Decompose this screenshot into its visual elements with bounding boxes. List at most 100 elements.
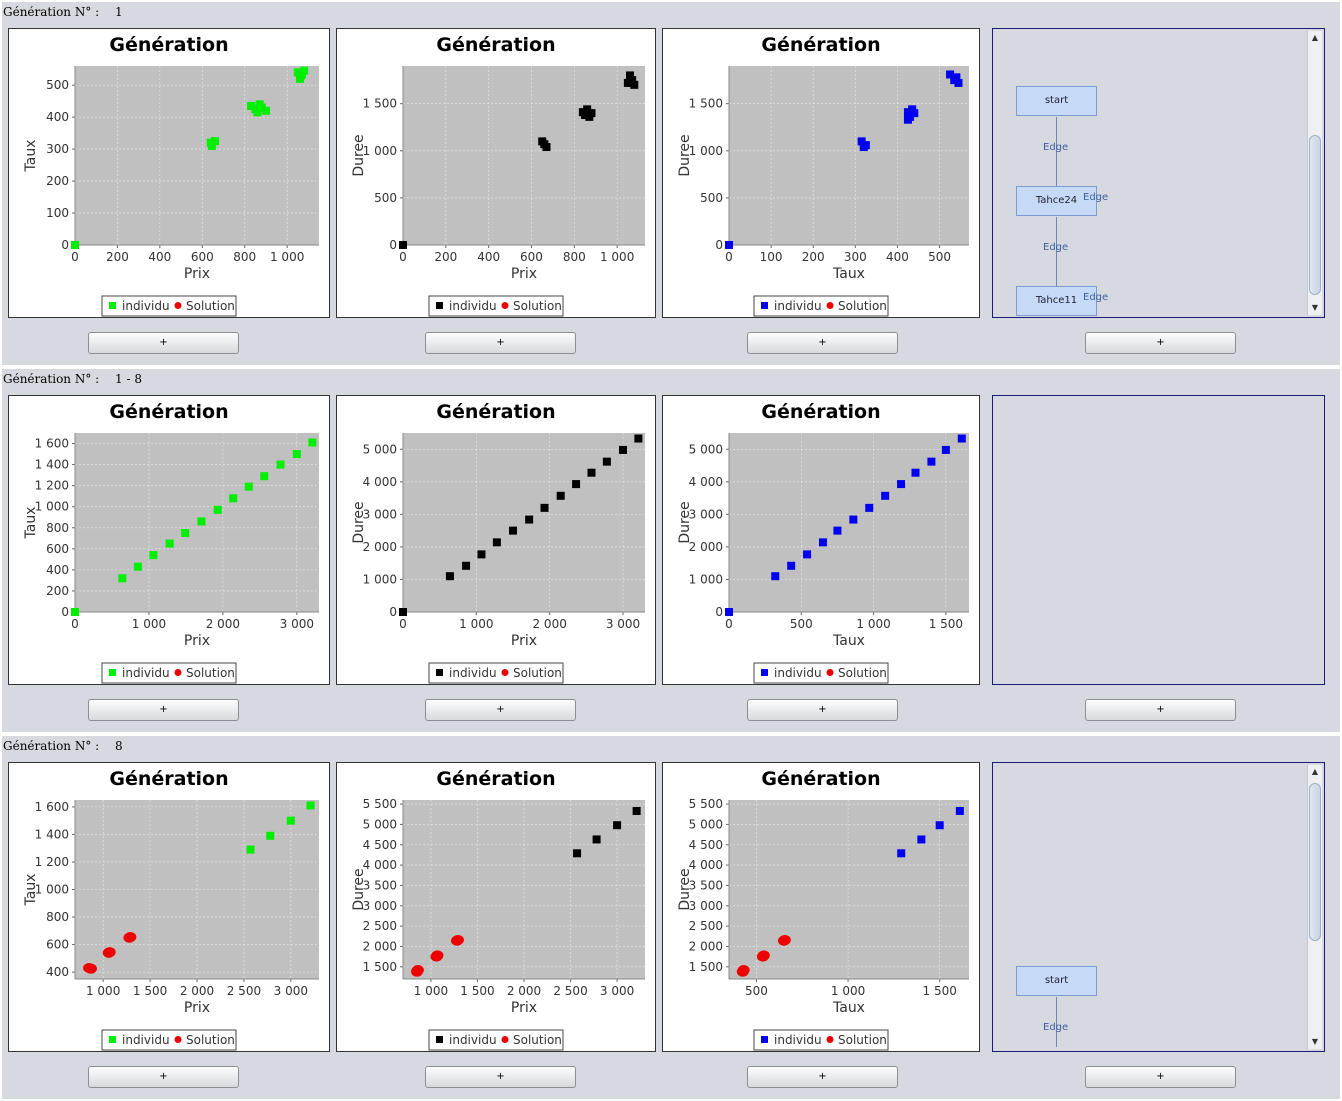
scroll-thumb[interactable] (1309, 135, 1321, 295)
x-tick-label: 100 (760, 250, 783, 264)
y-tick-label: 1 000 (35, 500, 69, 514)
y-tick-label: 0 (61, 605, 69, 619)
individu-point (903, 115, 912, 124)
individu-point (399, 608, 407, 616)
individu-point (118, 574, 127, 583)
y-tick-label: 2 000 (363, 540, 397, 554)
chart-prix-taux: Génération 1 000 1 500 2 000 2 500 3 000 400 60… (8, 762, 330, 1052)
y-tick-label: 100 (46, 206, 69, 220)
individu-point (619, 445, 627, 454)
individu-point (927, 457, 936, 466)
workflow-graph-panel[interactable]: start Edge Tahce24 Edge Edge Tahce11 Edg… (992, 28, 1325, 318)
workflow-graph-panel[interactable]: start Edge ▲ ▼ (992, 762, 1325, 1052)
y-axis-label: Duree (351, 134, 367, 176)
add-button[interactable]: + (88, 332, 239, 354)
y-tick-label: 5 000 (363, 442, 397, 456)
add-button[interactable]: + (425, 1066, 576, 1088)
x-tick-label: 400 (477, 250, 500, 264)
y-tick-label: 2 500 (689, 919, 723, 933)
y-tick-label: 1 400 (35, 827, 69, 841)
add-button[interactable]: + (88, 1066, 239, 1088)
y-tick-label: 2 000 (363, 939, 397, 953)
chart-svg: Génération 0 1 000 2 000 3 000 0 200 400 600 800 1… (23, 401, 319, 684)
add-button[interactable]: + (747, 1066, 898, 1088)
add-button[interactable]: + (425, 332, 576, 354)
individu-point (911, 468, 920, 477)
scroll-up-arrow-icon[interactable]: ▲ (1311, 767, 1319, 776)
scroll-up-arrow-icon[interactable]: ▲ (1311, 33, 1319, 42)
generation-row-1: Génération N° :1 Génération 0 200 400 600 800… (2, 2, 1340, 365)
individu-point (865, 503, 874, 512)
y-tick-label: 200 (46, 174, 69, 188)
workflow-graph-panel[interactable] (992, 395, 1325, 685)
vertical-scrollbar[interactable]: ▲ ▼ (1307, 765, 1322, 1049)
y-axis-label: Duree (351, 868, 367, 910)
legend-solution-label: Solution (513, 666, 562, 680)
individu-point (634, 434, 643, 443)
add-button[interactable]: + (88, 699, 239, 721)
add-button[interactable]: + (425, 699, 576, 721)
x-tick-label: 1 500 (133, 984, 167, 998)
scroll-down-arrow-icon[interactable]: ▼ (1311, 303, 1319, 312)
y-tick-label: 800 (46, 521, 69, 535)
individu-point (296, 71, 305, 80)
y-tick-label: 0 (61, 238, 69, 252)
chart-title: Génération (109, 768, 228, 790)
generation-label: Génération N° :1 (3, 5, 123, 19)
x-tick-label: 600 (191, 250, 214, 264)
individu-point (857, 137, 866, 146)
y-axis-label: Taux (23, 507, 39, 540)
y-tick-label: 1 500 (689, 960, 723, 974)
individu-point (950, 76, 959, 85)
graph-node-tahce11[interactable]: Tahce11 (1016, 286, 1097, 316)
scroll-down-arrow-icon[interactable]: ▼ (1311, 1037, 1319, 1046)
y-tick-label: 1 500 (363, 960, 397, 974)
scroll-thumb[interactable] (1309, 783, 1321, 941)
add-button[interactable]: + (1085, 699, 1236, 721)
x-tick-label: 500 (745, 984, 768, 998)
individu-point (253, 108, 262, 117)
add-button[interactable]: + (747, 332, 898, 354)
individu-point (260, 472, 269, 481)
legend-box (428, 1029, 564, 1051)
graph-node-start[interactable]: start (1016, 966, 1097, 996)
legend-individu-label: individu (122, 1033, 170, 1047)
individu-point (197, 517, 206, 526)
add-button[interactable]: + (1085, 1066, 1236, 1088)
legend-solution-marker (174, 669, 182, 676)
individu-point (602, 457, 611, 466)
legend-solution-marker (826, 302, 834, 309)
y-axis-label: Taux (23, 140, 39, 173)
legend-individu-label: individu (122, 299, 170, 313)
plot-area (75, 66, 319, 245)
plot-area (75, 433, 319, 612)
individu-point (771, 572, 780, 581)
y-tick-label: 1 400 (35, 458, 69, 472)
chart-svg: Génération 0 200 400 600 800 1 000 0 500 1 000 1 5… (351, 34, 645, 317)
x-tick-label: 800 (233, 250, 256, 264)
chart-title: Génération (436, 401, 555, 423)
legend-individu-marker (436, 669, 443, 676)
individu-point (897, 480, 906, 489)
x-tick-label: 300 (844, 250, 867, 264)
y-tick-label: 1 200 (35, 855, 69, 869)
y-tick-label: 5 000 (689, 442, 723, 456)
individu-point (941, 445, 950, 454)
individu-point (910, 109, 919, 118)
vertical-scrollbar[interactable]: ▲ ▼ (1307, 31, 1322, 315)
graph-node-tahce24[interactable]: Tahce24 (1016, 186, 1097, 216)
add-button[interactable]: + (747, 699, 898, 721)
individu-point (628, 76, 637, 85)
individu-point (509, 526, 517, 535)
graph-node-start[interactable]: start (1016, 86, 1097, 116)
solution-point (103, 947, 116, 958)
y-tick-label: 3 000 (363, 507, 397, 521)
individu-point (133, 562, 142, 571)
x-tick-label: 200 (434, 250, 457, 264)
individu-point (211, 137, 220, 146)
y-tick-label: 5 000 (363, 817, 397, 831)
individu-point (292, 450, 301, 459)
individu-point (630, 80, 639, 89)
chart-svg: Génération 1 000 1 500 2 000 2 500 3 000 400 60… (23, 768, 319, 1051)
add-button[interactable]: + (1085, 332, 1236, 354)
